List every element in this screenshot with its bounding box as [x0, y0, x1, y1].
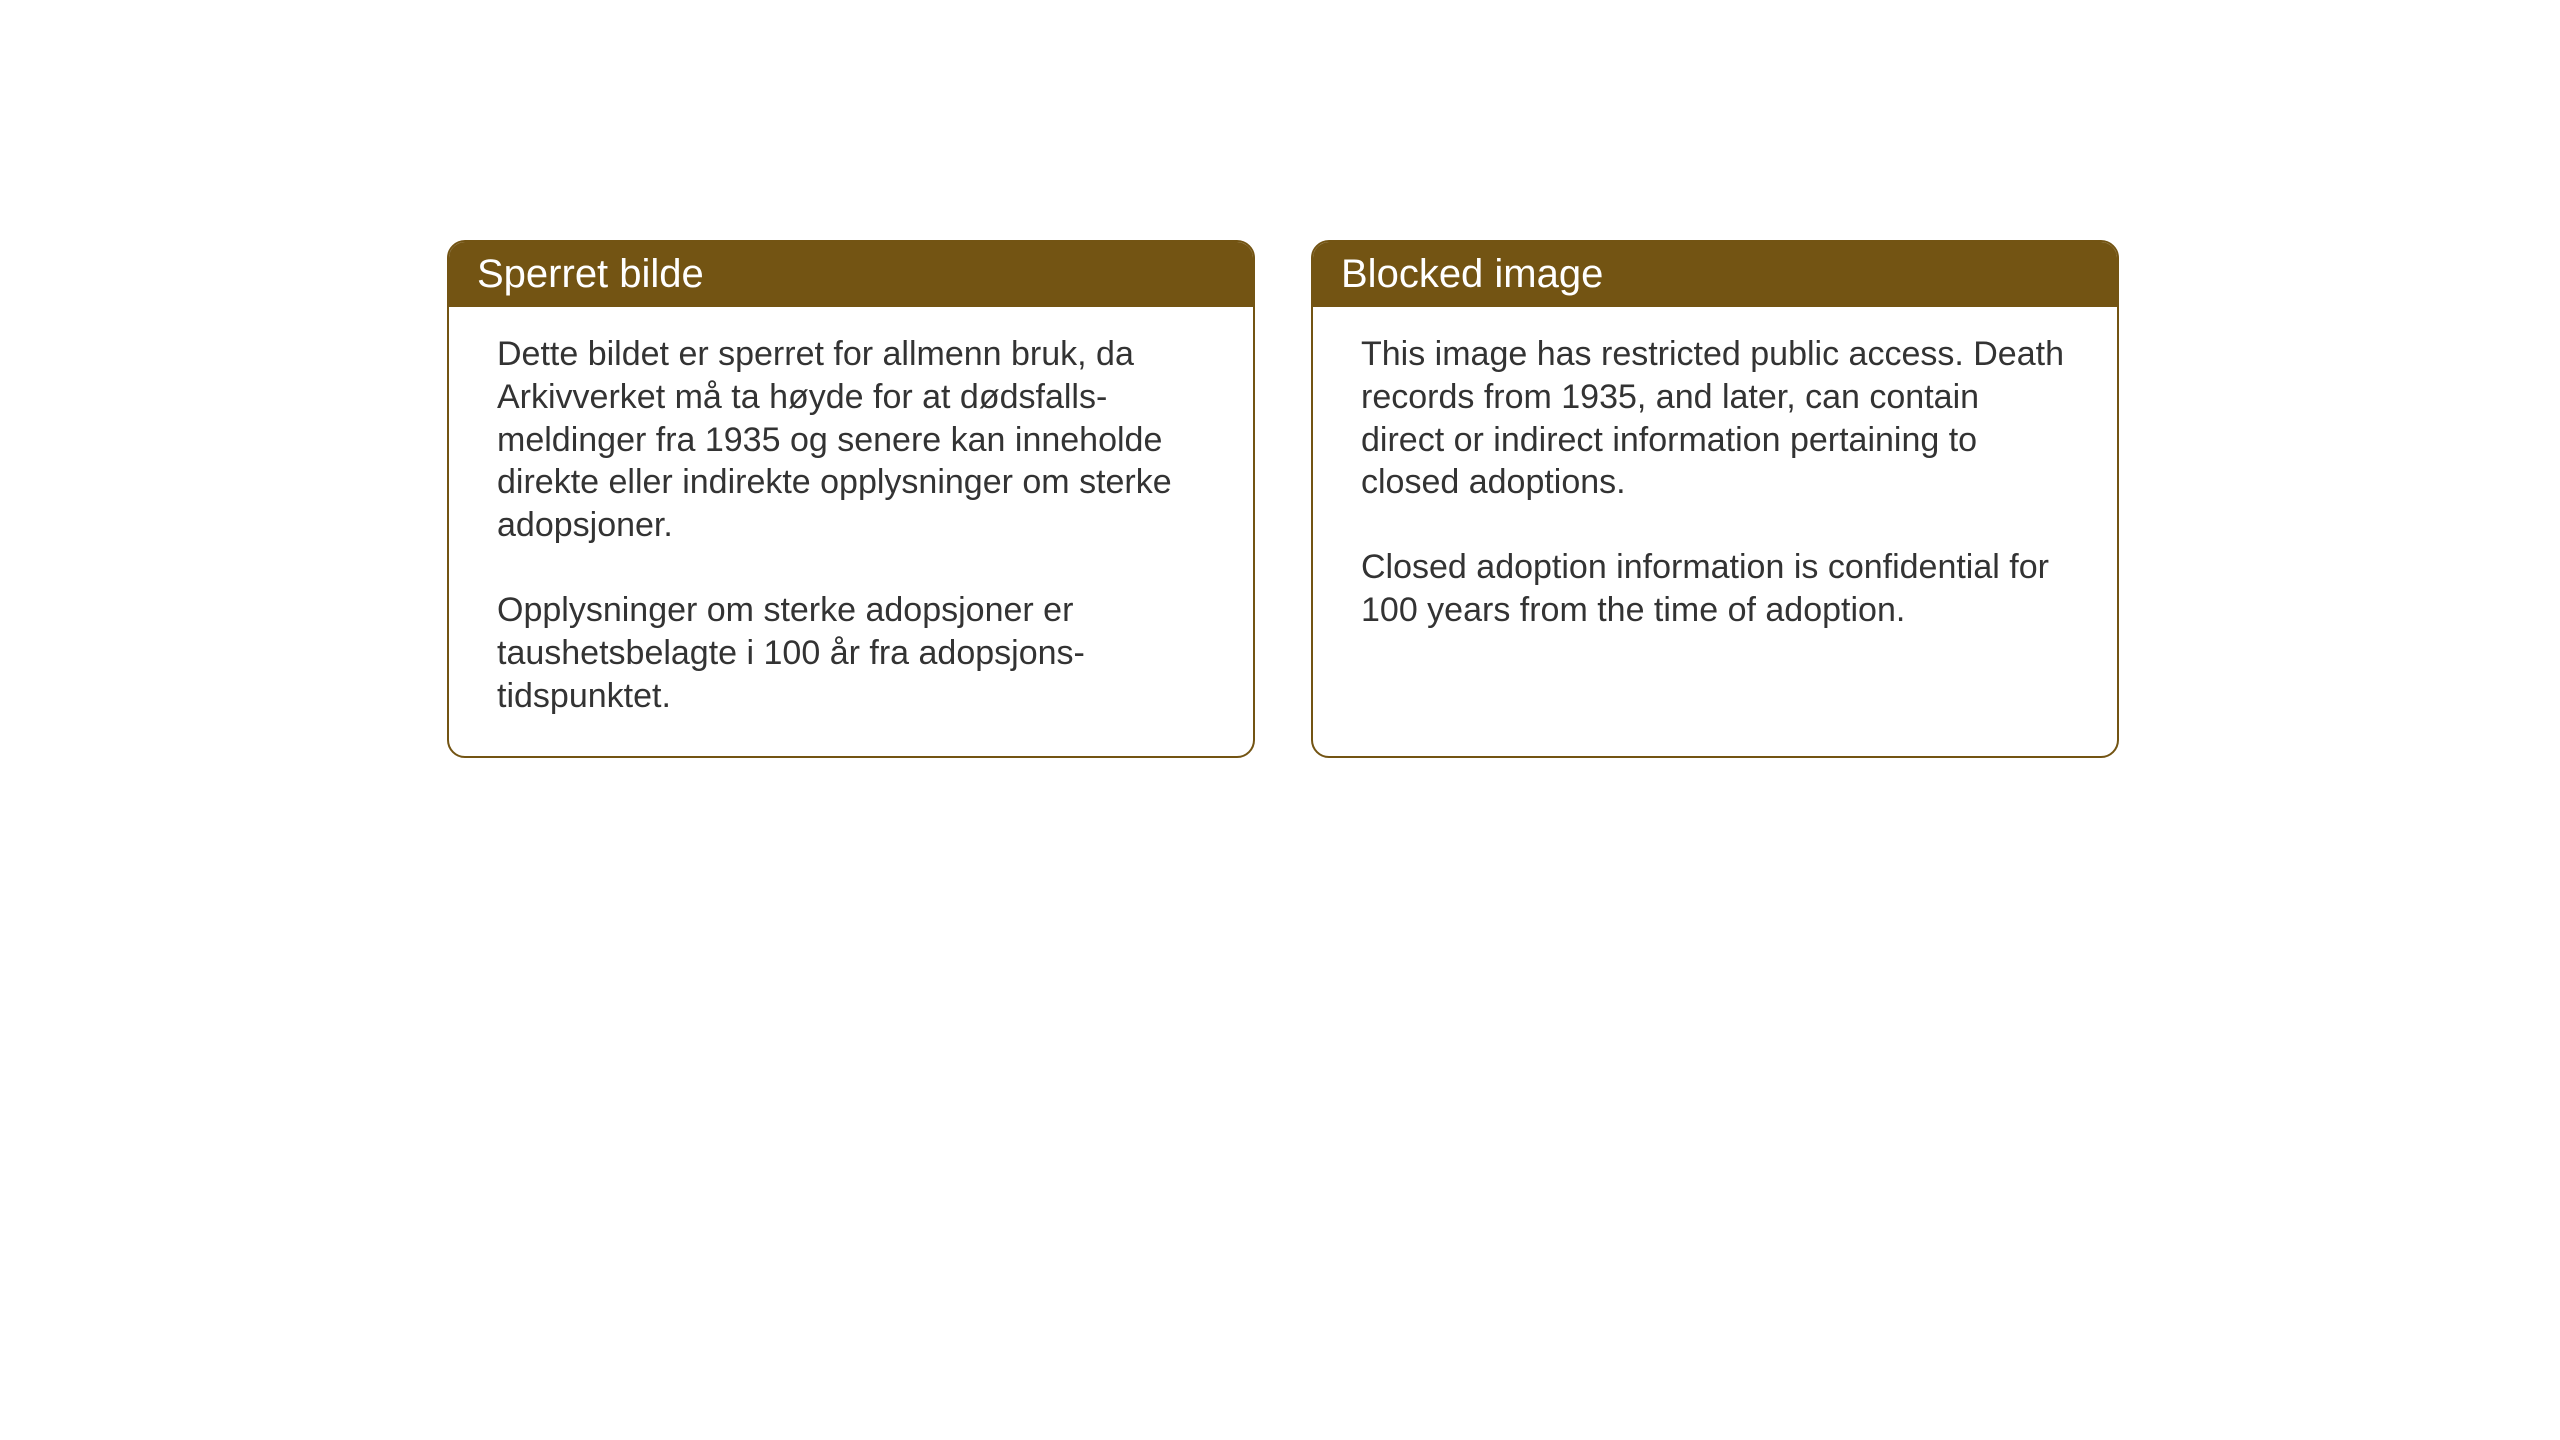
card-paragraph: This image has restricted public access.… [1361, 333, 2069, 504]
card-header: Sperret bilde [449, 242, 1253, 307]
card-body: Dette bildet er sperret for allmenn bruk… [449, 307, 1253, 756]
notice-card-english: Blocked image This image has restricted … [1311, 240, 2119, 758]
card-body: This image has restricted public access.… [1313, 307, 2117, 670]
card-title: Blocked image [1341, 252, 1603, 296]
card-paragraph: Closed adoption information is confident… [1361, 546, 2069, 632]
card-paragraph: Dette bildet er sperret for allmenn bruk… [497, 333, 1205, 547]
notice-container: Sperret bilde Dette bildet er sperret fo… [447, 240, 2119, 758]
card-header: Blocked image [1313, 242, 2117, 307]
card-title: Sperret bilde [477, 252, 704, 296]
notice-card-norwegian: Sperret bilde Dette bildet er sperret fo… [447, 240, 1255, 758]
card-paragraph: Opplysninger om sterke adopsjoner er tau… [497, 589, 1205, 717]
